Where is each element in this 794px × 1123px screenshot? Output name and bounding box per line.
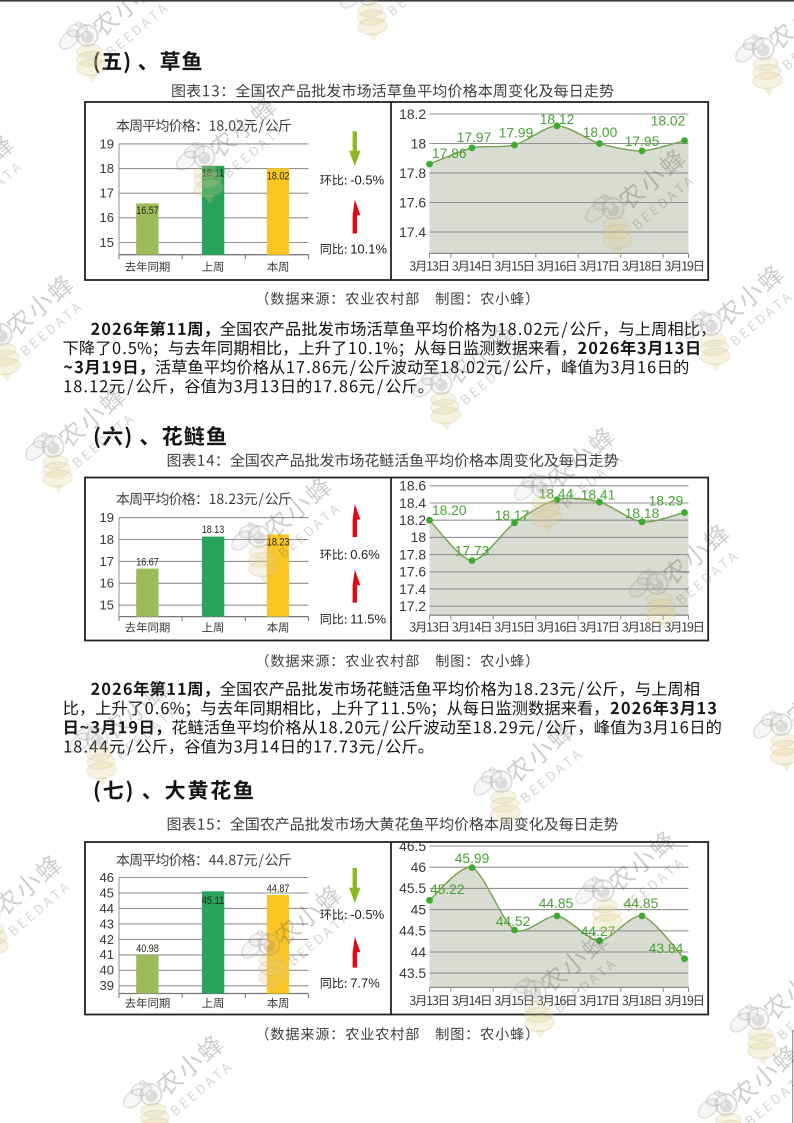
svg-text:17.6: 17.6 — [399, 565, 426, 580]
svg-text:18.12: 18.12 — [540, 112, 575, 127]
svg-text:19: 19 — [100, 510, 114, 525]
svg-text:18.2: 18.2 — [399, 107, 426, 122]
svg-text:44: 44 — [411, 945, 427, 960]
svg-text:46.5: 46.5 — [399, 839, 426, 854]
svg-text:19: 19 — [100, 136, 114, 151]
svg-text:17: 17 — [100, 186, 114, 201]
svg-text:45.11: 45.11 — [202, 895, 225, 907]
svg-text:15: 15 — [100, 235, 114, 250]
svg-text:44.85: 44.85 — [624, 896, 659, 911]
svg-text:18.02: 18.02 — [651, 114, 686, 129]
svg-text:17.2: 17.2 — [399, 599, 426, 614]
svg-text:17.4: 17.4 — [399, 582, 426, 597]
svg-text:39: 39 — [100, 978, 114, 993]
svg-text:16: 16 — [100, 576, 114, 591]
svg-text:44.87: 44.87 — [267, 883, 290, 895]
svg-text:17.95: 17.95 — [625, 134, 660, 149]
svg-text:43: 43 — [100, 916, 114, 931]
svg-text:44.5: 44.5 — [399, 924, 426, 939]
svg-text:-0.5%: -0.5% — [350, 907, 384, 922]
svg-text:16.67: 16.67 — [136, 556, 159, 568]
svg-text:18.6: 18.6 — [399, 479, 426, 494]
svg-text:18.23: 18.23 — [267, 537, 290, 549]
svg-text:17.6: 17.6 — [399, 195, 426, 210]
svg-text:16.57: 16.57 — [136, 205, 159, 217]
svg-text:17: 17 — [100, 554, 114, 569]
svg-text:18: 18 — [100, 161, 114, 176]
svg-text:16: 16 — [100, 210, 114, 225]
svg-text:18: 18 — [411, 530, 427, 545]
svg-text:18.41: 18.41 — [581, 488, 616, 503]
svg-text:18: 18 — [100, 532, 114, 547]
svg-text:45.99: 45.99 — [455, 851, 490, 866]
svg-text:18: 18 — [411, 136, 427, 151]
svg-text:45.22: 45.22 — [430, 882, 465, 897]
svg-text:17.4: 17.4 — [399, 225, 426, 240]
svg-text:40.98: 40.98 — [136, 943, 159, 955]
svg-text:18.17: 18.17 — [495, 508, 530, 523]
svg-text:17.8: 17.8 — [399, 166, 426, 181]
svg-text:18.4: 18.4 — [399, 496, 426, 511]
svg-text:43.84: 43.84 — [649, 941, 684, 956]
svg-text:7.7%: 7.7% — [350, 976, 380, 991]
svg-text:42: 42 — [100, 932, 114, 947]
svg-text:17.73: 17.73 — [455, 544, 490, 559]
svg-text:17.99: 17.99 — [499, 126, 534, 141]
svg-text:18.13: 18.13 — [202, 524, 225, 536]
svg-text:45: 45 — [411, 902, 427, 917]
svg-text:0.6%: 0.6% — [350, 547, 380, 562]
svg-text:17.8: 17.8 — [399, 547, 426, 562]
svg-text:46: 46 — [411, 860, 427, 875]
svg-text:17.86: 17.86 — [432, 146, 467, 161]
svg-text:17.97: 17.97 — [457, 130, 492, 145]
svg-text:15: 15 — [100, 598, 114, 613]
svg-text:-0.5%: -0.5% — [350, 173, 384, 188]
svg-text:11.5%: 11.5% — [350, 612, 386, 627]
svg-text:44.52: 44.52 — [496, 914, 531, 929]
svg-text:40: 40 — [100, 963, 114, 978]
svg-text:18.20: 18.20 — [432, 503, 467, 518]
svg-text:18.29: 18.29 — [649, 494, 684, 509]
svg-text:10.1%: 10.1% — [350, 242, 387, 257]
svg-text:44.85: 44.85 — [539, 896, 574, 911]
svg-text:18.02: 18.02 — [267, 170, 290, 182]
svg-text:18.00: 18.00 — [583, 125, 618, 140]
svg-text:44: 44 — [100, 901, 114, 916]
svg-text:43.5: 43.5 — [399, 966, 426, 981]
svg-text:41: 41 — [100, 947, 114, 962]
svg-text:45: 45 — [100, 885, 114, 900]
svg-text:18.18: 18.18 — [625, 506, 660, 521]
svg-text:46: 46 — [100, 870, 114, 885]
svg-text:45.5: 45.5 — [399, 881, 426, 896]
svg-text:18.2: 18.2 — [399, 513, 426, 528]
